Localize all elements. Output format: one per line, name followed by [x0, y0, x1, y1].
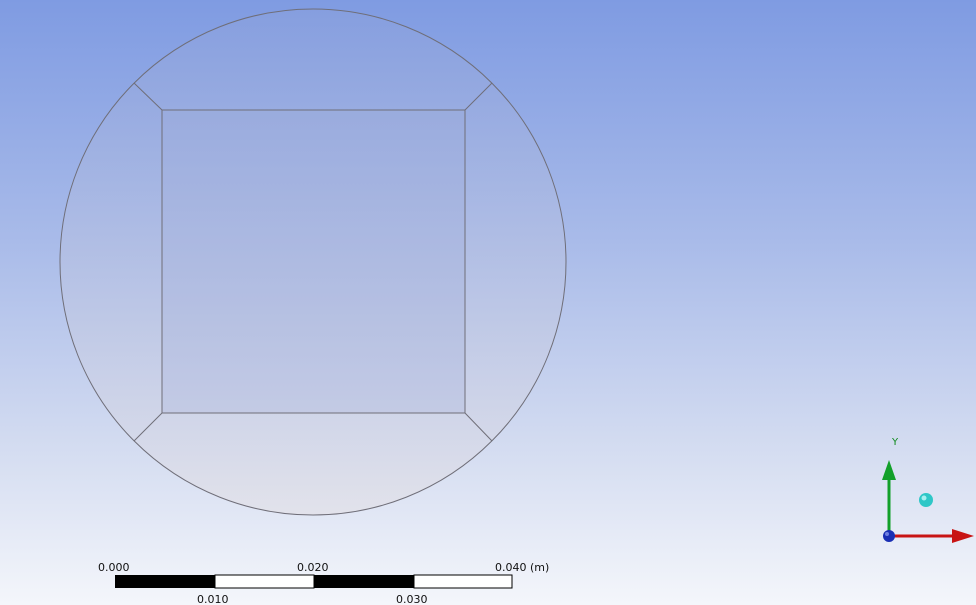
y-axis-label: Y — [892, 437, 899, 448]
diagonal-edge-bottom-right[interactable] — [464, 412, 493, 442]
scale-label-3: 0.030 — [396, 593, 428, 605]
scale-label-0: 0.000 — [98, 561, 130, 574]
diagonal-edge-top-left[interactable] — [133, 82, 163, 111]
isometric-view-ball-highlight — [921, 495, 927, 501]
scale-segment-2 — [214, 574, 315, 589]
outer-circle-face[interactable] — [59, 8, 567, 516]
z-axis-ball — [883, 530, 895, 542]
scale-segment-1 — [115, 575, 215, 588]
scale-label-4: 0.040 (m) — [495, 561, 550, 574]
scale-bar — [115, 574, 513, 589]
diagonal-edge-top-right[interactable] — [464, 82, 493, 111]
scale-label-2: 0.020 — [297, 561, 329, 574]
isometric-view-ball[interactable] — [919, 493, 933, 507]
diagonal-edge-bottom-left[interactable] — [133, 412, 163, 442]
z-axis-ball-highlight — [885, 532, 889, 536]
scale-segment-4 — [413, 574, 513, 589]
inner-square-block[interactable] — [161, 109, 466, 414]
x-axis-arrowhead — [952, 529, 974, 543]
scale-segment-3 — [314, 575, 414, 588]
scale-label-1: 0.010 — [197, 593, 229, 605]
y-axis-arrowhead — [882, 460, 896, 480]
axis-triad[interactable] — [870, 450, 976, 560]
